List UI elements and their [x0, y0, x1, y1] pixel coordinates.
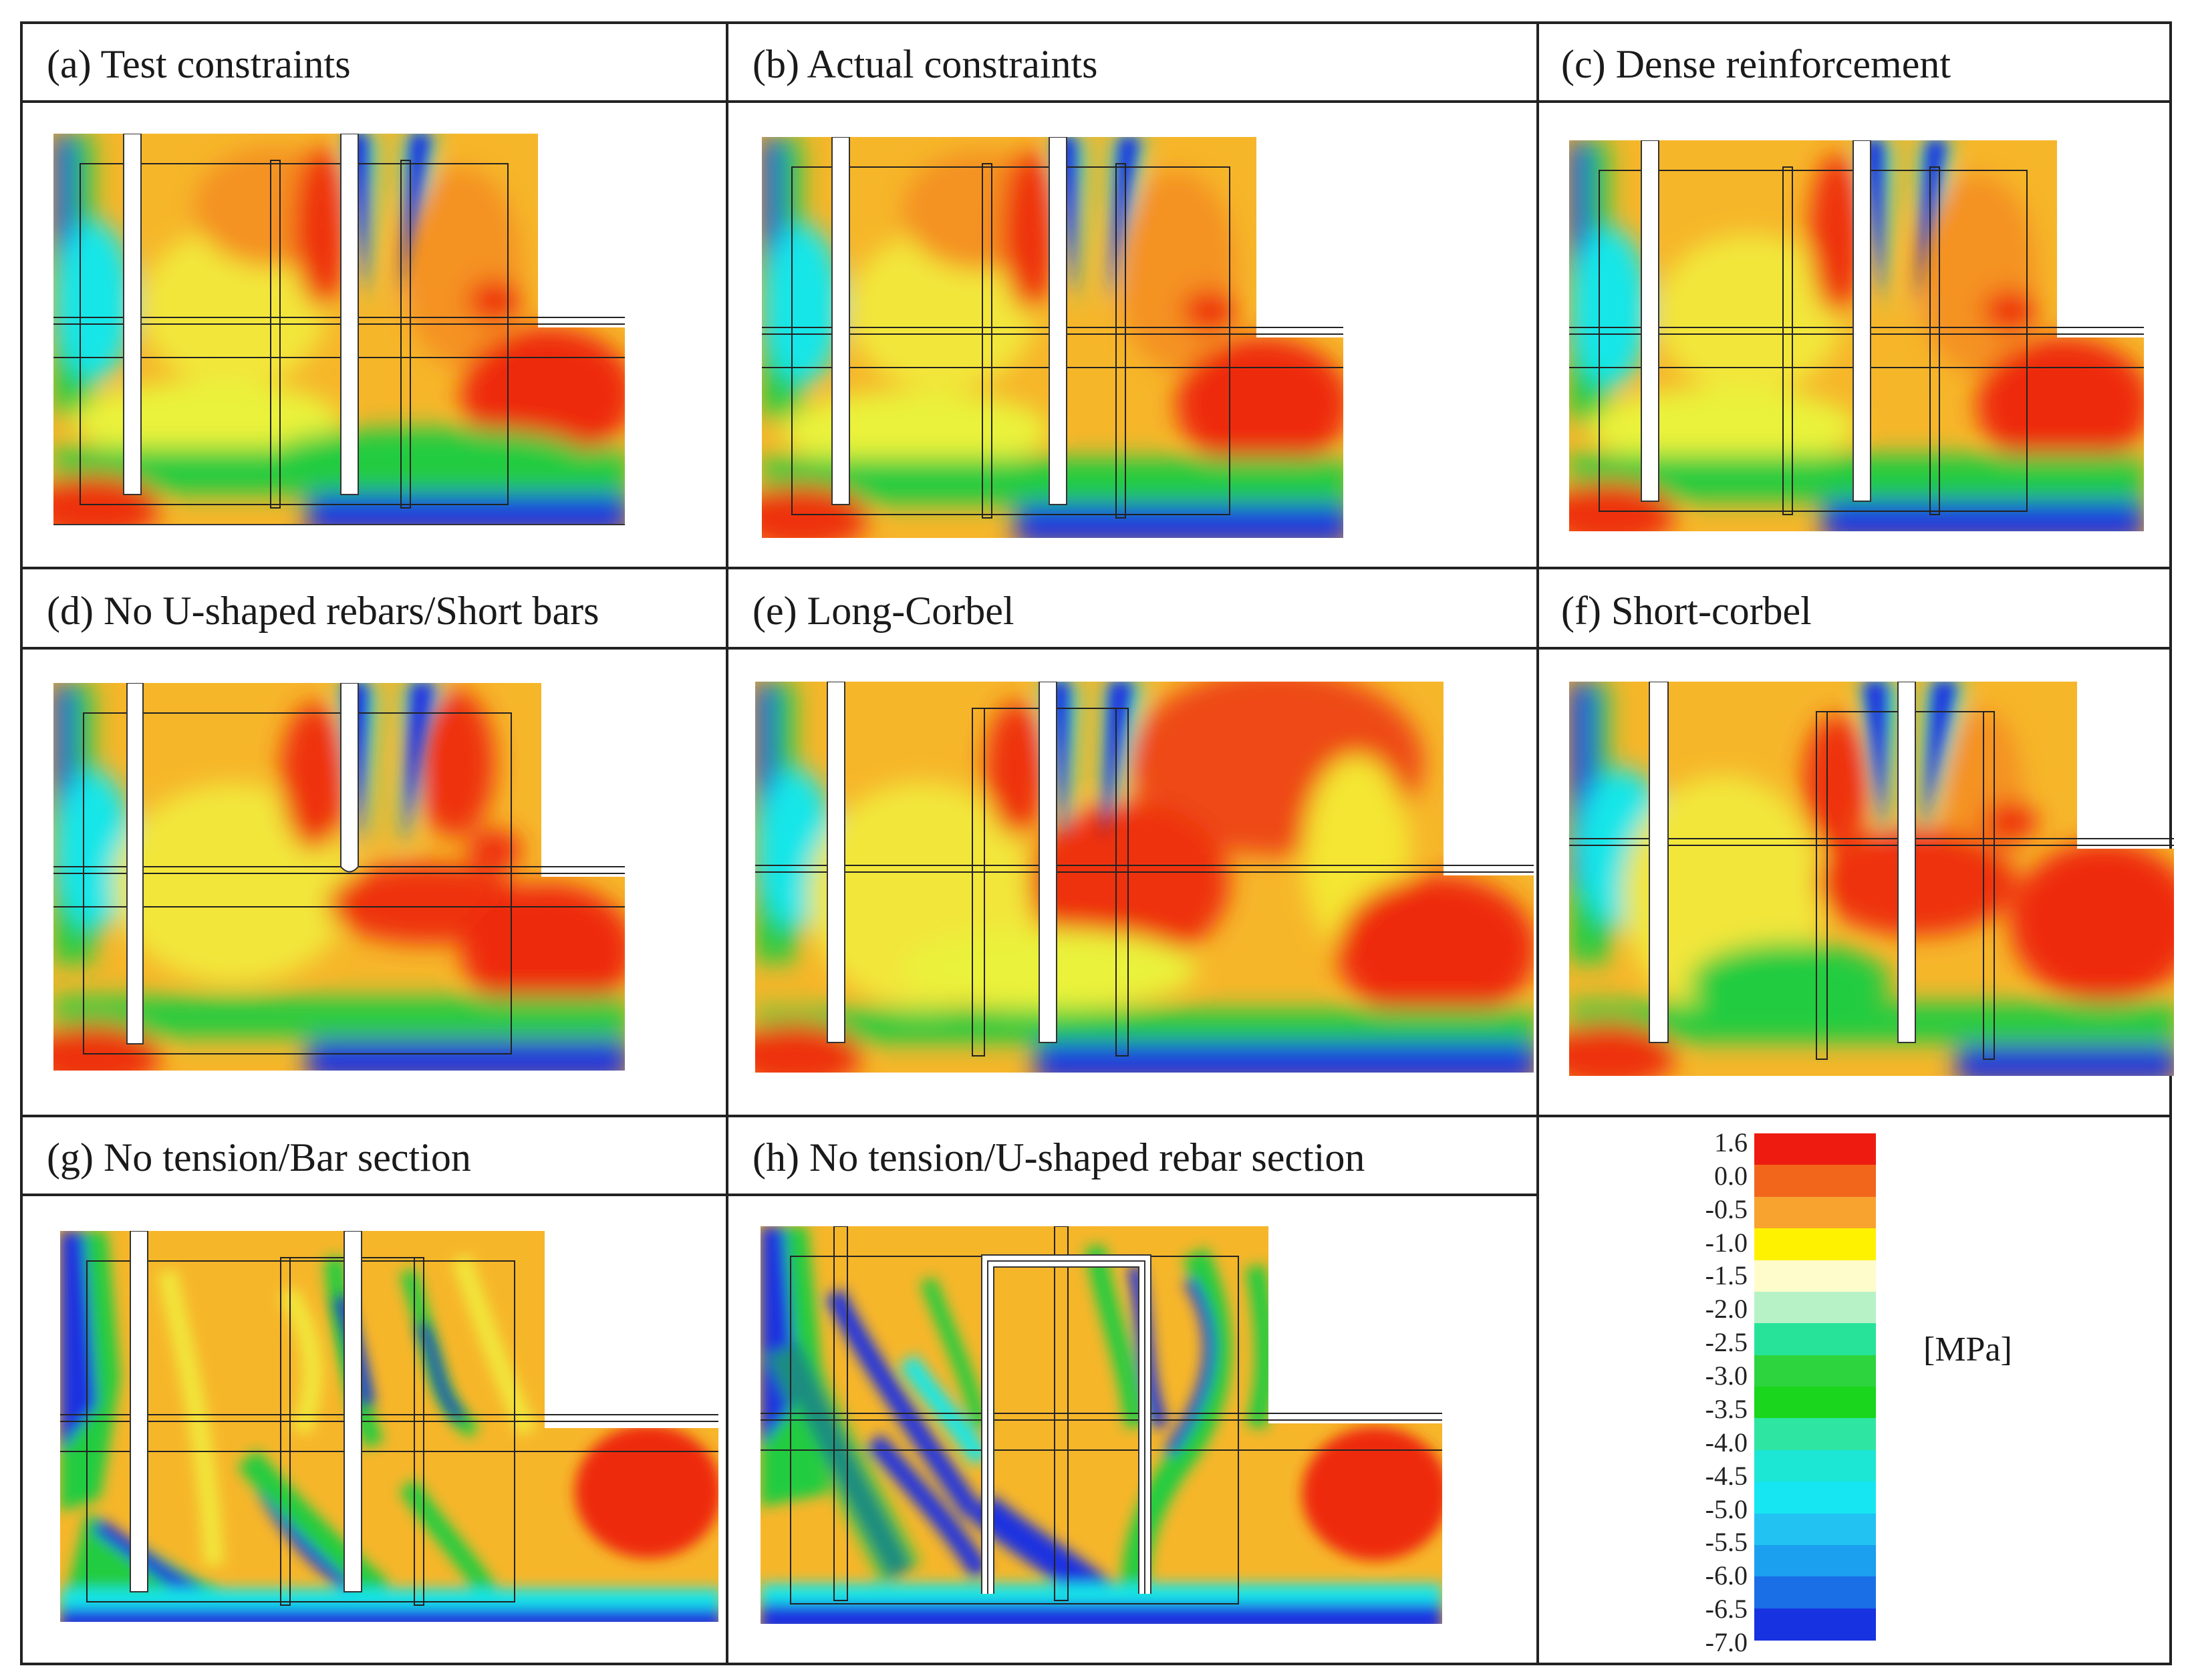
stress-contour-h [761, 1226, 1442, 1634]
colorbar-tick-label: -0.5 [1705, 1194, 1748, 1224]
colorbar-tick-label: 1.6 [1714, 1127, 1748, 1157]
colorbar-swatch [1754, 1165, 1876, 1198]
colorbar-tick-label: -7.0 [1705, 1627, 1748, 1657]
panel-label-c: (c) Dense reinforcement [1561, 42, 1951, 86]
colorbar-swatch [1754, 1513, 1876, 1546]
row-divider [20, 1115, 2172, 1117]
colorbar-swatch [1754, 1449, 1876, 1483]
stress-contour-a [53, 134, 628, 535]
colorbar-tick-label: -4.0 [1705, 1427, 1748, 1457]
colorbar-tick-label: -2.0 [1705, 1294, 1748, 1324]
colorbar-swatch [1754, 1387, 1876, 1419]
colorbar-tick-label: -3.5 [1705, 1393, 1748, 1424]
colorbar-swatch [1754, 1228, 1876, 1261]
colorbar-unit: [MPa] [1923, 1331, 2012, 1369]
colorbar-swatch [1754, 1482, 1876, 1514]
stress-contour-g [60, 1231, 722, 1632]
row-divider [20, 100, 2172, 103]
colorbar-tick-label: -1.5 [1705, 1260, 1748, 1291]
colorbar-tick-label: -5.0 [1705, 1494, 1748, 1524]
colorbar-swatch [1754, 1576, 1876, 1609]
colorbar-tick-label: -1.0 [1705, 1227, 1748, 1258]
colorbar-tick-label: -6.0 [1705, 1560, 1748, 1591]
column-divider [1536, 21, 1539, 1665]
panel-label-h: (h) No tension/U-shaped rebar section [752, 1135, 1365, 1179]
panel-label-f: (f) Short-corbel [1561, 589, 1812, 633]
panel-label-d: (d) No U-shaped rebars/Short bars [47, 589, 599, 633]
colorbar-tick-label: 0.0 [1714, 1160, 1748, 1191]
colorbar-swatch [1754, 1608, 1876, 1641]
panel-label-a: (a) Test constraints [47, 42, 351, 86]
panel-label-g: (g) No tension/Bar section [47, 1135, 471, 1179]
colorbar-swatch [1754, 1418, 1876, 1451]
stress-contour-d [53, 683, 628, 1084]
colorbar-tick-label: -4.5 [1705, 1460, 1748, 1491]
panel-label-e: (e) Long-Corbel [752, 589, 1014, 633]
colorbar-swatch [1754, 1544, 1876, 1578]
stress-contour-f [1569, 682, 2177, 1083]
row-divider [20, 1194, 1539, 1196]
stress-contour-e [755, 682, 1537, 1083]
panel-label-b: (b) Actual constraints [752, 42, 1098, 86]
colorbar-tick-label: -5.5 [1705, 1527, 1748, 1558]
colorbar-tick-label: -3.0 [1705, 1361, 1748, 1391]
column-divider [726, 21, 728, 1665]
colorbar-tick-label: -6.5 [1705, 1594, 1748, 1625]
stress-contour-c [1569, 140, 2144, 541]
stress-contour-b [762, 137, 1350, 545]
row-divider [20, 567, 2172, 569]
colorbar-swatch [1754, 1260, 1876, 1292]
row-divider [20, 647, 2172, 650]
colorbar-swatch [1754, 1196, 1876, 1230]
colorbar-swatch [1754, 1355, 1876, 1387]
figure-table [20, 21, 2172, 1665]
colorbar-tick-label: -2.5 [1705, 1327, 1748, 1358]
colorbar-swatch [1754, 1291, 1876, 1324]
colorbar-swatch [1754, 1133, 1876, 1166]
colorbar-swatch [1754, 1323, 1876, 1356]
